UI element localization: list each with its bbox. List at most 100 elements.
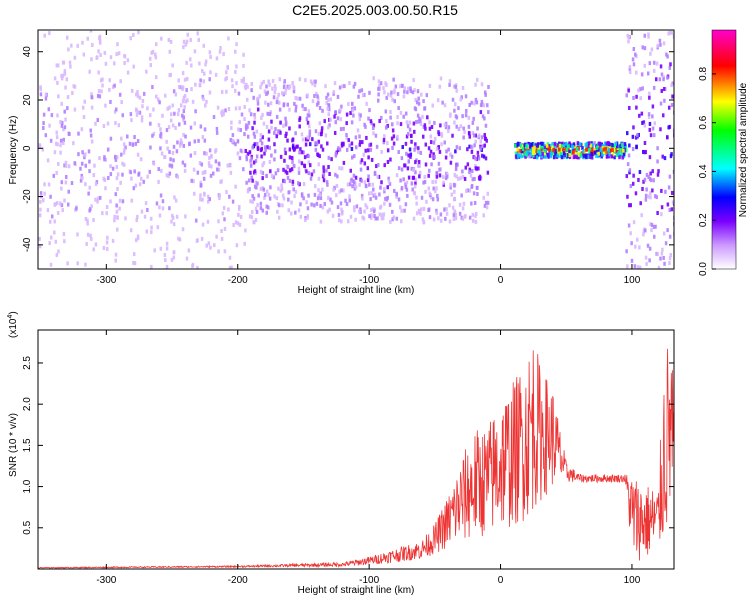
- heatmap-cell: [379, 204, 383, 209]
- heatmap-cell: [283, 158, 286, 163]
- heatmap-cell: [204, 59, 208, 64]
- heatmap-cell: [315, 91, 318, 96]
- heatmap-cell: [397, 106, 400, 111]
- heatmap-cell: [574, 154, 577, 159]
- heatmap-cell: [410, 166, 414, 171]
- heatmap-cell: [358, 117, 362, 122]
- heatmap-cell: [248, 150, 252, 155]
- heatmap-cell: [651, 104, 655, 109]
- heatmap-cell: [448, 79, 452, 84]
- heatmap-cell: [437, 216, 440, 221]
- heatmap-cell: [372, 209, 376, 214]
- heatmap-cell: [72, 84, 75, 89]
- heatmap-cell: [416, 89, 420, 94]
- heatmap-cell: [218, 196, 221, 201]
- heatmap-cell: [648, 91, 651, 96]
- heatmap-cell: [237, 127, 240, 132]
- heatmap-cell: [244, 228, 247, 233]
- heatmap-cell: [312, 169, 316, 174]
- heatmap-cell: [247, 178, 251, 183]
- heatmap-cell: [340, 188, 343, 193]
- colorbar: 0.00.20.40.60.8 Normalized spectral ampl…: [698, 29, 749, 276]
- heatmap-cell: [319, 196, 323, 201]
- heatmap-cell: [52, 173, 56, 178]
- heatmap-cell: [196, 31, 199, 36]
- heatmap-cell: [273, 130, 276, 135]
- heatmap-cell: [320, 131, 323, 136]
- heatmap-cell: [280, 186, 284, 191]
- heatmap-cell: [103, 50, 107, 55]
- heatmap-cell: [419, 150, 423, 155]
- heatmap-cell: [662, 41, 666, 46]
- heatmap-cell: [277, 186, 280, 191]
- heatmap-cell: [314, 129, 318, 134]
- heatmap-cell: [664, 86, 667, 91]
- heatmap-cell: [637, 88, 640, 93]
- heatmap-cell: [278, 107, 282, 112]
- heatmap-cell: [154, 42, 158, 47]
- heatmap-cell: [473, 201, 477, 206]
- heatmap-cell: [318, 121, 322, 126]
- heatmap-cell: [138, 110, 142, 115]
- heatmap-cell: [72, 141, 75, 146]
- heatmap-cell: [105, 205, 109, 210]
- heatmap-cell: [389, 157, 392, 162]
- heatmap-cell: [160, 151, 164, 156]
- heatmap-cell: [431, 103, 434, 108]
- heatmap-cell: [87, 149, 91, 154]
- heatmap-cell: [336, 174, 339, 179]
- heatmap-cell: [432, 186, 435, 191]
- heatmap-cell: [203, 138, 207, 143]
- heatmap-cell: [449, 182, 452, 187]
- heatmap-cell: [670, 83, 673, 88]
- heatmap-cell: [189, 125, 193, 130]
- heatmap-cell: [311, 99, 315, 104]
- heatmap-cell: [208, 77, 211, 82]
- heatmap-cell: [224, 108, 227, 113]
- heatmap-cell: [476, 77, 479, 82]
- heatmap-cell: [308, 163, 312, 168]
- heatmap-cell: [230, 125, 233, 130]
- heatmap-cell: [221, 211, 225, 216]
- heatmap-cell: [60, 203, 64, 208]
- heatmap-cell: [38, 144, 42, 149]
- heatmap-cell: [467, 115, 471, 120]
- heatmap-cell: [183, 94, 187, 99]
- heatmap-cell: [300, 192, 304, 197]
- heatmap-cell: [650, 228, 653, 233]
- heatmap-cell: [243, 241, 246, 246]
- heatmap-cell: [411, 90, 415, 95]
- heatmap-cell: [114, 192, 118, 197]
- heatmap-cell: [560, 141, 563, 146]
- heatmap-cell: [628, 143, 631, 148]
- heatmap-cell: [340, 141, 344, 146]
- heatmap-cell: [574, 152, 578, 157]
- heatmap-cell: [587, 144, 591, 149]
- heatmap-cell: [391, 209, 394, 214]
- heatmap-cell: [212, 171, 215, 176]
- heatmap-cell: [350, 146, 354, 151]
- y-tick-label: -20: [22, 189, 33, 204]
- heatmap-cell: [313, 93, 316, 98]
- heatmap-cell: [108, 78, 111, 83]
- heatmap-cell: [451, 205, 455, 210]
- heatmap-cell: [44, 96, 48, 101]
- heatmap-cell: [81, 40, 84, 45]
- heatmap-cell: [625, 174, 629, 179]
- heatmap-cell: [149, 63, 152, 68]
- heatmap-cell: [375, 164, 378, 169]
- heatmap-cell: [345, 135, 348, 140]
- heatmap-cell: [41, 147, 45, 152]
- heatmap-cell: [538, 144, 542, 149]
- heatmap-cell: [48, 241, 51, 246]
- heatmap-cell: [387, 92, 390, 97]
- heatmap-cell: [662, 231, 666, 236]
- heatmap-cell: [392, 141, 396, 146]
- heatmap-cell: [201, 94, 205, 99]
- heatmap-cell: [624, 144, 627, 149]
- heatmap-cell: [367, 116, 370, 121]
- heatmap-cell: [632, 220, 636, 225]
- heatmap-cell: [389, 115, 392, 120]
- heatmap-cell: [202, 79, 206, 84]
- heatmap-cell: [322, 165, 325, 170]
